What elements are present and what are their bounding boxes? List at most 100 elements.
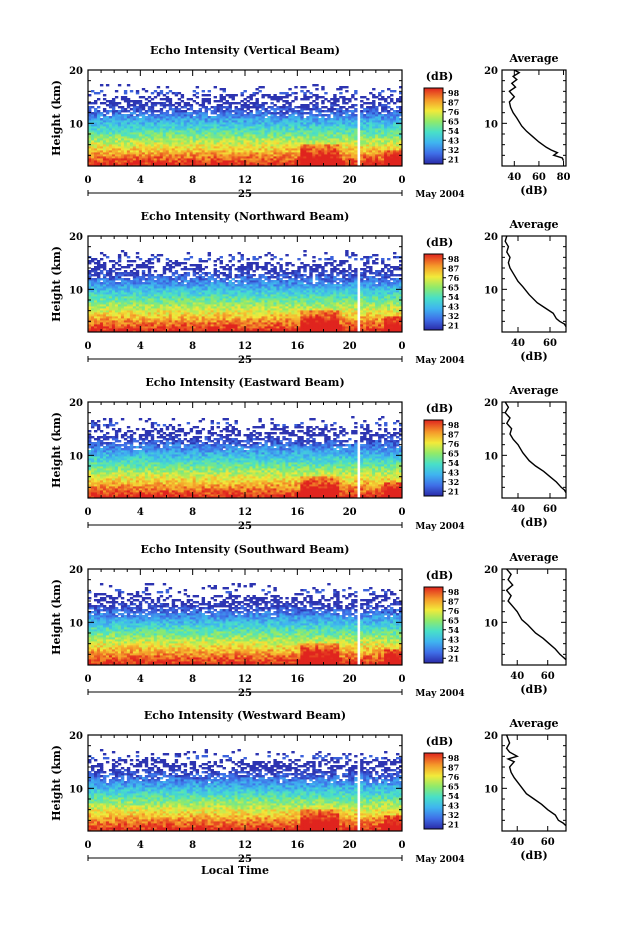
heatmap-cell	[195, 138, 200, 141]
heatmap-cell	[147, 146, 152, 149]
heatmap-cell	[393, 142, 397, 145]
heatmap-cell	[252, 128, 256, 131]
heatmap-cell	[372, 128, 376, 131]
heatmap-cell	[102, 144, 107, 147]
heatmap-cell	[297, 110, 301, 113]
heatmap-cell	[210, 136, 214, 139]
heatmap-cell	[363, 162, 367, 165]
heatmap-cell	[129, 120, 134, 123]
heatmap-cell	[144, 146, 149, 149]
heatmap-cell	[243, 122, 247, 125]
heatmap-cell	[177, 142, 182, 145]
heatmap-cell	[111, 146, 116, 149]
heatmap-cell	[396, 100, 400, 103]
heatmap-cell	[171, 160, 176, 163]
heatmap-cell	[135, 326, 140, 329]
heatmap-cell	[258, 164, 262, 167]
heatmap-cell	[195, 152, 200, 155]
heatmap-cell	[189, 162, 194, 165]
heatmap-cell	[312, 138, 316, 141]
heatmap-cell	[210, 140, 214, 143]
heatmap-cell	[342, 150, 346, 153]
heatmap-cell	[327, 152, 331, 155]
heatmap-cell	[177, 154, 182, 157]
heatmap-cell	[273, 94, 277, 97]
heatmap-cell	[282, 134, 286, 137]
heatmap-cell	[174, 140, 179, 143]
heatmap-cell	[216, 156, 220, 159]
heatmap-cell	[330, 112, 334, 115]
heatmap-cell	[294, 138, 298, 141]
heatmap-cell	[276, 116, 280, 119]
heatmap-cell	[120, 110, 125, 113]
heatmap-cell	[333, 128, 337, 131]
heatmap-cell	[189, 154, 194, 157]
heatmap-cell	[234, 142, 238, 145]
heatmap-cell	[315, 114, 319, 117]
heatmap-cell	[243, 138, 247, 141]
heatmap-cell	[372, 104, 376, 107]
heatmap-cell	[285, 106, 289, 109]
heatmap-cell	[324, 162, 328, 165]
heatmap-cell	[261, 138, 265, 141]
heatmap-cell	[300, 330, 304, 333]
heatmap-cell	[390, 330, 394, 333]
heatmap-cell	[129, 142, 134, 145]
heatmap-cell	[273, 148, 277, 151]
heatmap-cell	[366, 154, 370, 157]
heatmap-cell	[147, 158, 152, 161]
heatmap-cell	[339, 158, 343, 161]
heatmap-cell	[201, 144, 206, 147]
heatmap-cell	[369, 148, 373, 151]
heatmap-cell	[279, 154, 283, 157]
heatmap-cell	[153, 140, 158, 143]
heatmap-cell	[363, 142, 367, 145]
heatmap-cell	[345, 108, 349, 111]
heatmap-cell	[171, 110, 176, 113]
heatmap-cell	[282, 138, 286, 141]
heatmap-cell	[285, 328, 289, 331]
heatmap-cell	[330, 158, 334, 161]
heatmap-cell	[120, 146, 125, 149]
heatmap-cell	[123, 144, 128, 147]
heatmap-cell	[189, 122, 194, 125]
heatmap-cell	[333, 146, 337, 149]
heatmap-cell	[306, 328, 310, 331]
heatmap-cell	[324, 132, 328, 135]
heatmap-cell	[390, 108, 394, 111]
heatmap-cell	[267, 144, 271, 147]
heatmap-cell	[180, 328, 185, 331]
heatmap-cell	[372, 134, 376, 137]
heatmap-cell	[144, 162, 149, 165]
heatmap-cell	[207, 122, 212, 125]
heatmap-cell	[189, 112, 194, 115]
heatmap-cell	[387, 126, 391, 129]
heatmap-cell	[99, 112, 104, 115]
heatmap-cell	[387, 102, 391, 105]
heatmap-cell	[354, 110, 358, 113]
heatmap-cell	[105, 130, 110, 133]
heatmap-cell	[249, 130, 253, 133]
heatmap-cell	[117, 330, 122, 333]
heatmap-cell	[201, 128, 206, 131]
heatmap-cell	[132, 100, 137, 103]
heatmap-cell	[201, 132, 206, 135]
heatmap-cell	[399, 330, 403, 333]
heatmap-cell	[108, 122, 113, 125]
heatmap-cell	[219, 124, 223, 127]
heatmap-cell	[285, 126, 289, 129]
heatmap-cell	[88, 328, 92, 331]
heatmap-cell	[300, 156, 304, 159]
heatmap-cell	[198, 158, 203, 161]
heatmap-cell	[171, 118, 176, 121]
heatmap-cell	[312, 130, 316, 133]
heatmap-cell	[132, 124, 137, 127]
heatmap-cell	[387, 124, 391, 127]
heatmap-cell	[255, 122, 259, 125]
heatmap-cell	[168, 330, 173, 333]
heatmap-cell	[99, 152, 104, 155]
heatmap-cell	[198, 116, 203, 119]
heatmap-cell	[225, 144, 229, 147]
heatmap-cell	[204, 142, 209, 145]
